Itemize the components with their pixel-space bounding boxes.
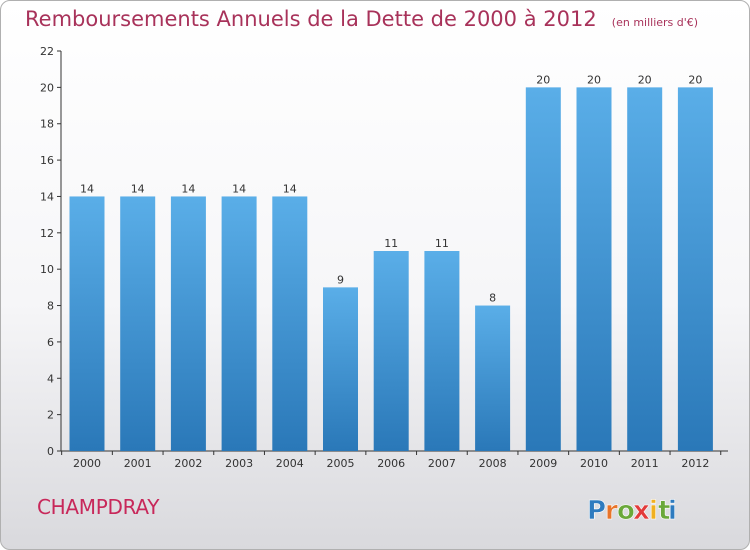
y-tick-label: 12: [40, 227, 54, 240]
x-tick-label: 2012: [681, 457, 709, 470]
y-tick-label: 2: [47, 409, 54, 422]
bar: [69, 196, 105, 451]
bar-value-label: 20: [688, 73, 702, 86]
logo-letter: P: [587, 496, 606, 526]
commune-name: CHAMPDRAY: [37, 495, 160, 519]
y-tick-label: 20: [40, 81, 54, 94]
bar-value-label: 14: [131, 182, 145, 195]
x-tick-label: 2008: [479, 457, 507, 470]
title-line: Remboursements Annuels de la Dette de 20…: [25, 7, 698, 31]
x-tick-label: 2010: [580, 457, 608, 470]
bar-value-label: 20: [587, 73, 601, 86]
bar-value-label: 11: [384, 237, 398, 250]
bars: 14 14 14 14 14 9 11 11 8 20 20 20 20: [69, 73, 713, 451]
x-tick-label: 2002: [174, 457, 202, 470]
bar-value-label: 20: [536, 73, 550, 86]
bar: [475, 305, 511, 451]
bar: [576, 87, 612, 451]
bar: [677, 87, 713, 451]
logo-letter: x: [633, 496, 650, 526]
bar-value-label: 14: [80, 182, 94, 195]
y-tick-label: 0: [47, 445, 54, 458]
logo-letter: o: [617, 496, 635, 526]
y-tick-label: 6: [47, 336, 54, 349]
x-tick-label: 2011: [631, 457, 659, 470]
bar-value-label: 20: [638, 73, 652, 86]
x-tick-label: 2004: [276, 457, 304, 470]
bar-value-label: 11: [435, 237, 449, 250]
logo-letter: i: [668, 496, 677, 526]
x-tick-label: 2007: [428, 457, 456, 470]
x-axis-ticks: 2000 2001 2002 2003 2004 2005 2006 2007 2008 2009…: [61, 451, 722, 470]
x-tick-label: 2009: [529, 457, 557, 470]
bar: [525, 87, 561, 451]
y-tick-label: 8: [47, 300, 54, 313]
y-tick-label: 16: [40, 154, 54, 167]
bar: [373, 251, 409, 451]
y-tick-label: 18: [40, 118, 54, 131]
x-tick-label: 2000: [73, 457, 101, 470]
bar-value-label: 14: [283, 182, 297, 195]
x-tick-label: 2003: [225, 457, 253, 470]
bar-value-label: 14: [232, 182, 246, 195]
bar: [424, 251, 460, 451]
bar: [627, 87, 663, 451]
x-tick-label: 2006: [377, 457, 405, 470]
bar: [120, 196, 156, 451]
bar-value-label: 8: [489, 292, 496, 305]
logo-letter: r: [605, 496, 618, 526]
proxiti-logo: Pr ox i ti: [587, 496, 678, 526]
y-tick-label: 4: [47, 372, 54, 385]
bar: [221, 196, 257, 451]
bar-value-label: 14: [181, 182, 195, 195]
logo-letter: t: [658, 496, 670, 526]
bar: [170, 196, 206, 451]
bar-value-label: 9: [337, 273, 344, 286]
x-tick-label: 2001: [124, 457, 152, 470]
bar: [272, 196, 308, 451]
chart-unit: (en milliers d'€): [611, 16, 699, 29]
y-axis-ticks: 0 2 4 6 8 10 12 14 16 18 20 22: [40, 45, 61, 458]
x-tick-label: 2005: [327, 457, 355, 470]
logo-letter: i: [649, 496, 658, 526]
y-tick-label: 22: [40, 45, 54, 58]
y-tick-label: 10: [40, 263, 54, 276]
y-tick-label: 14: [40, 190, 54, 203]
chart-title: Remboursements Annuels de la Dette de 20…: [25, 7, 597, 31]
bar: [323, 287, 358, 451]
